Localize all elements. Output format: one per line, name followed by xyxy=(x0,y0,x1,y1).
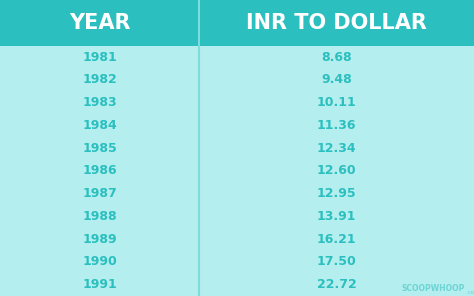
Text: 10.11: 10.11 xyxy=(317,96,356,109)
Text: 1990: 1990 xyxy=(82,255,117,268)
Text: 13.91: 13.91 xyxy=(317,210,356,223)
Text: 1986: 1986 xyxy=(82,165,117,177)
Text: INR TO DOLLAR: INR TO DOLLAR xyxy=(246,13,427,33)
Text: 12.95: 12.95 xyxy=(317,187,356,200)
Text: 1987: 1987 xyxy=(82,187,117,200)
Text: 12.34: 12.34 xyxy=(317,142,356,155)
Text: YEAR: YEAR xyxy=(69,13,130,33)
Text: 12.60: 12.60 xyxy=(317,165,356,177)
Text: 1989: 1989 xyxy=(82,233,117,246)
Bar xyxy=(199,0,474,46)
Text: 16.21: 16.21 xyxy=(317,233,356,246)
Text: 9.48: 9.48 xyxy=(321,73,352,86)
Text: 1983: 1983 xyxy=(82,96,117,109)
Text: 11.36: 11.36 xyxy=(317,119,356,132)
Text: 1991: 1991 xyxy=(82,278,117,291)
Text: 22.72: 22.72 xyxy=(317,278,356,291)
Text: SCOOPWHOOP: SCOOPWHOOP xyxy=(401,284,465,293)
Bar xyxy=(0,0,199,46)
Text: 1981: 1981 xyxy=(82,51,117,64)
Text: 1985: 1985 xyxy=(82,142,117,155)
Text: 1988: 1988 xyxy=(82,210,117,223)
Text: 1984: 1984 xyxy=(82,119,117,132)
Text: 1982: 1982 xyxy=(82,73,117,86)
Text: .com: .com xyxy=(467,289,474,295)
Text: 17.50: 17.50 xyxy=(317,255,356,268)
Text: 8.68: 8.68 xyxy=(321,51,352,64)
